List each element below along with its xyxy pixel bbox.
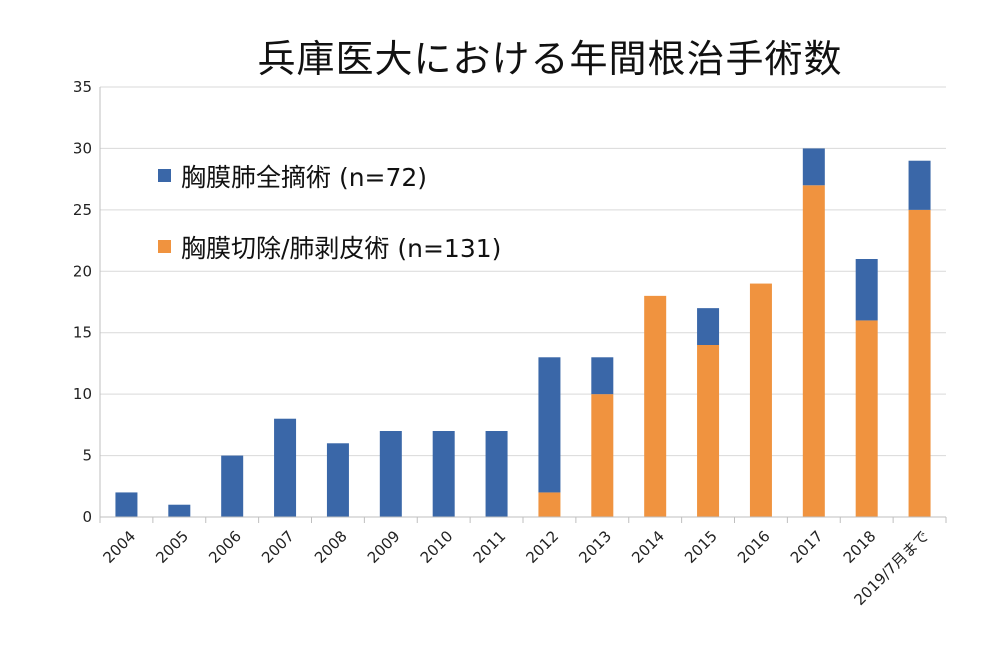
bar-segment-series-1 [591, 357, 614, 395]
bar-segment-series-1 [221, 455, 244, 517]
legend-swatch [158, 240, 171, 253]
legend-label: 胸膜切除/肺剥皮術 (n=131) [181, 234, 501, 263]
bar-segment-series-1 [485, 431, 508, 517]
bar-segment-series-1 [115, 492, 138, 517]
x-tick-labels: 2004 2005 2006 2007 2008 2009 2010 2011 2012 2013… [100, 527, 933, 609]
bar-segment-series-0 [749, 283, 772, 517]
x-tick-label: 2010 [417, 527, 457, 567]
axes [99, 87, 947, 523]
bar-segment-series-1 [802, 148, 825, 186]
bar-segment-series-1 [855, 259, 878, 321]
x-tick-label: 2016 [734, 527, 774, 567]
bar-segment-series-0 [855, 320, 878, 517]
legend: 胸膜肺全摘術 (n=72) 胸膜切除/肺剥皮術 (n=131) [158, 163, 501, 263]
y-tick-label: 10 [73, 385, 92, 403]
y-tick-label: 20 [73, 262, 92, 280]
bar-segment-series-1 [326, 443, 349, 517]
y-tick-label: 5 [82, 447, 92, 465]
bar-segment-series-1 [908, 160, 931, 210]
bar-segment-series-1 [379, 431, 402, 517]
bar-segment-series-0 [538, 492, 561, 517]
bar-segment-series-1 [168, 504, 191, 517]
x-tick-label: 2013 [575, 527, 615, 567]
legend-swatch [158, 169, 171, 182]
x-tick-label: 2017 [787, 527, 827, 567]
bar-segment-series-1 [697, 308, 720, 345]
x-tick-label: 2005 [152, 527, 192, 567]
y-tick-label: 30 [73, 139, 92, 157]
x-tick-label: 2018 [840, 527, 880, 567]
bars [115, 148, 931, 518]
y-tick-label: 0 [82, 508, 92, 526]
y-tick-labels: 0 5 10 15 20 25 30 35 [73, 78, 92, 526]
x-tick-label: 2014 [628, 527, 668, 567]
x-tick-label: 2007 [258, 527, 298, 567]
x-tick-label: 2009 [364, 527, 404, 567]
x-tick-label: 2015 [681, 527, 721, 567]
bar-segment-series-0 [802, 185, 825, 518]
x-tick-label: 2011 [470, 527, 510, 567]
x-tick-label: 2012 [523, 527, 563, 567]
y-tick-label: 35 [73, 78, 92, 96]
chart-title: 兵庫医大における年間根治手術数 [257, 37, 843, 81]
bar-segment-series-0 [591, 394, 614, 517]
x-tick-label: 2006 [205, 527, 245, 567]
bar-segment-series-1 [538, 357, 561, 493]
bar-segment-series-1 [432, 431, 455, 517]
bar-segment-series-0 [697, 345, 720, 517]
legend-label: 胸膜肺全摘術 (n=72) [181, 163, 427, 192]
x-tick-label: 2008 [311, 527, 351, 567]
bar-segment-series-0 [908, 209, 931, 517]
bar-segment-series-0 [644, 295, 667, 517]
bar-segment-series-1 [274, 418, 297, 517]
y-tick-label: 15 [73, 324, 92, 342]
x-tick-label: 2004 [100, 527, 140, 567]
y-tick-label: 25 [73, 201, 92, 219]
